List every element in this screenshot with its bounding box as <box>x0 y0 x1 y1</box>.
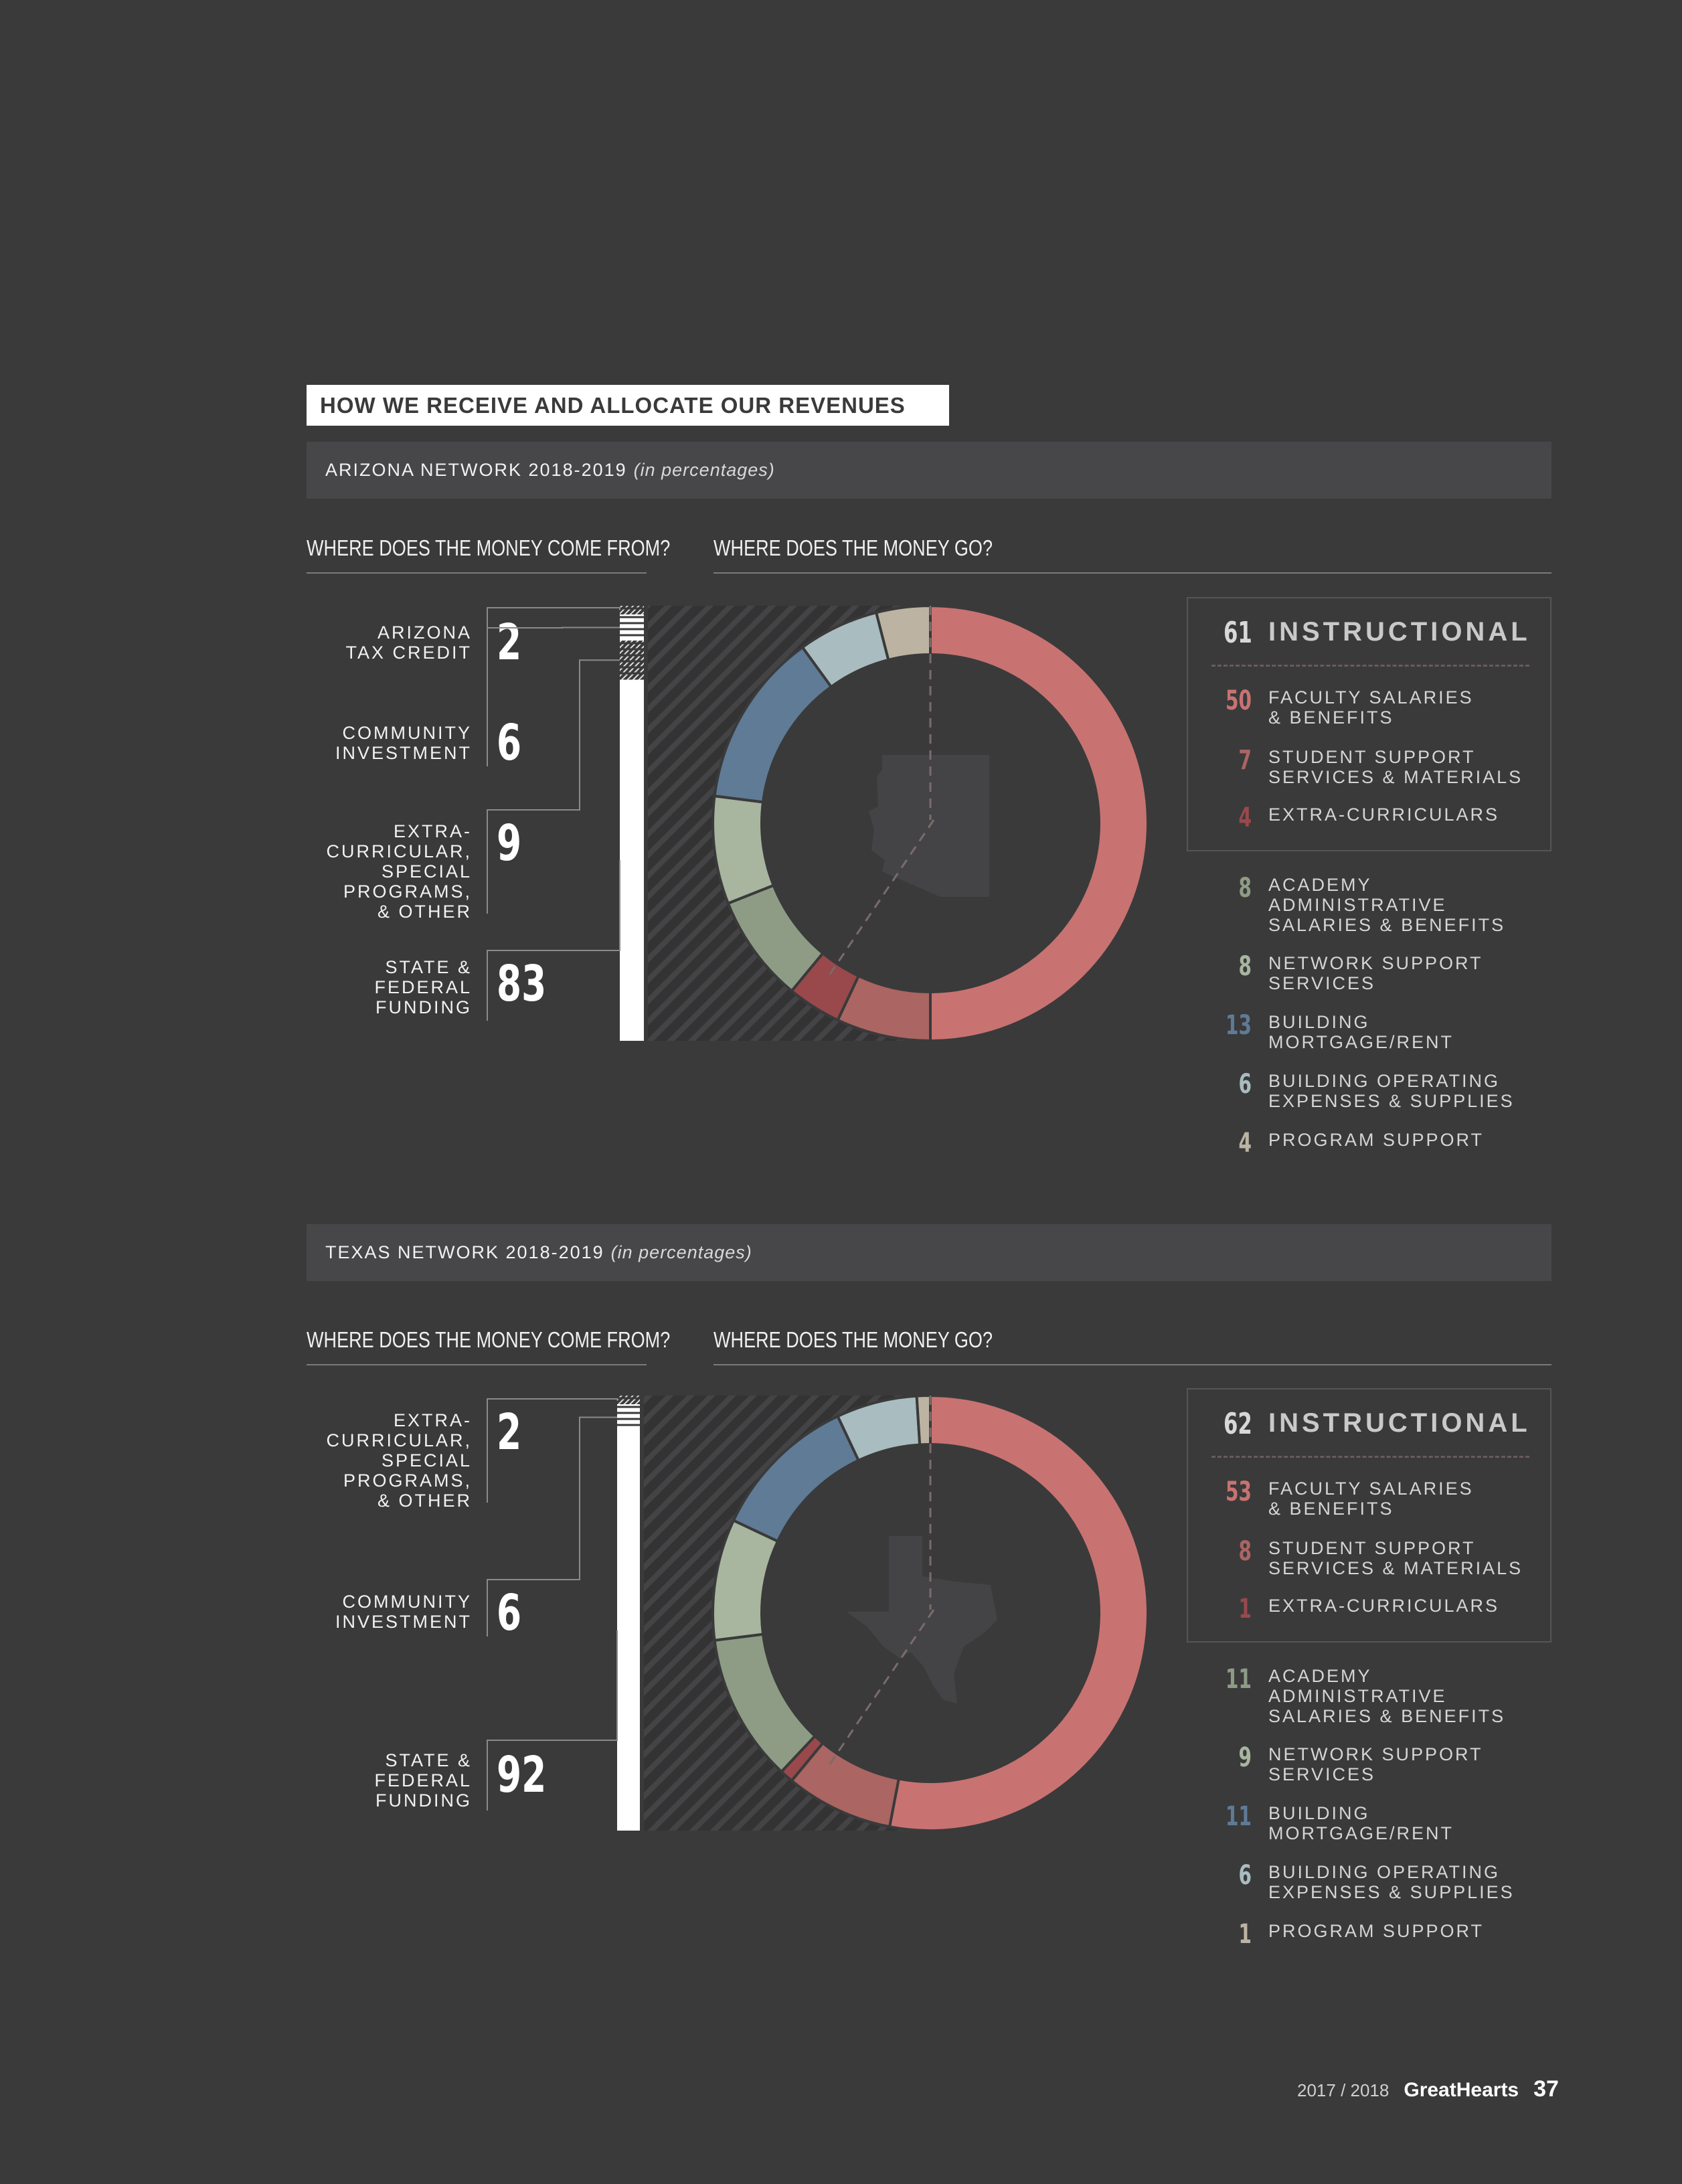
az-come-from-rule <box>307 572 647 574</box>
legend-label: BUILDING OPERATING EXPENSES & SUPPLIES <box>1268 1862 1515 1902</box>
arizona-heading-sub: (in percentages) <box>633 460 775 480</box>
az-source-label-0: ARIZONA TAX CREDIT <box>345 622 472 663</box>
arizona-source-bar-segment-3 <box>620 679 644 1041</box>
legend-value: 53 <box>1226 1477 1252 1507</box>
legend-value: 8 <box>1238 1536 1252 1567</box>
legend-value: 1 <box>1238 1594 1252 1624</box>
arizona-source-connector-2 <box>487 659 620 914</box>
legend-value: 4 <box>1238 1128 1252 1159</box>
tx-source-value-2: 92 <box>497 1746 547 1804</box>
legend-label: PROGRAM SUPPORT <box>1268 1130 1485 1150</box>
tx-source-label-0: EXTRA- CURRICULAR, SPECIAL PROGRAMS, & OTHER <box>326 1410 472 1511</box>
footer: 2017 / 2018 GreatHearts 37 <box>1297 2076 1559 2102</box>
legend-value: 6 <box>1238 1069 1252 1100</box>
tx-go-rule <box>713 1364 1551 1365</box>
az-source-value-2: 9 <box>497 815 522 872</box>
arizona-source-connector-0 <box>487 607 620 666</box>
arizona-heading: ARIZONA NETWORK 2018-2019 <box>325 460 627 480</box>
tx-go-question: WHERE DOES THE MONEY GO? <box>713 1327 993 1352</box>
az-source-value-0: 2 <box>497 614 522 671</box>
az-come-from-question: WHERE DOES THE MONEY COME FROM? <box>307 535 671 560</box>
legend-label: NETWORK SUPPORT SERVICES <box>1268 1744 1483 1784</box>
texas-heading-sub: (in percentages) <box>610 1242 752 1262</box>
tx-source-value-0: 2 <box>497 1404 522 1461</box>
legend-label: NETWORK SUPPORT SERVICES <box>1268 953 1483 993</box>
legend-label: BUILDING OPERATING EXPENSES & SUPPLIES <box>1268 1071 1515 1111</box>
arizona-hatch-panel <box>648 606 930 1041</box>
legend-value: 4 <box>1238 803 1252 833</box>
footer-year: 2017 / 2018 <box>1297 2080 1390 2100</box>
tx-come-from-question: WHERE DOES THE MONEY COME FROM? <box>307 1327 671 1352</box>
legend-label: ACADEMY ADMINISTRATIVE SALARIES & BENEFITS <box>1268 1666 1506 1726</box>
tx-source-value-1: 6 <box>497 1584 522 1642</box>
tx-instructional-label: INSTRUCTIONAL <box>1268 1408 1531 1438</box>
az-go-rule <box>713 572 1551 574</box>
legend-label: BUILDING MORTGAGE/RENT <box>1268 1803 1454 1843</box>
texas-section-heading: TEXAS NETWORK 2018-2019 (in percentages) <box>307 1224 1551 1281</box>
legend-label: FACULTY SALARIES & BENEFITS <box>1268 687 1474 728</box>
legend-label: STUDENT SUPPORT SERVICES & MATERIALS <box>1268 747 1523 787</box>
legend-label: EXTRA-CURRICULARS <box>1268 1596 1500 1616</box>
legend-value: 11 <box>1226 1664 1252 1695</box>
az-source-label-3: STATE & FEDERAL FUNDING <box>374 957 472 1017</box>
tx-instructional-box <box>1187 1388 1551 1643</box>
legend-value: 50 <box>1226 685 1252 716</box>
legend-value: 13 <box>1226 1010 1252 1041</box>
az-instructional-label: INSTRUCTIONAL <box>1268 617 1531 647</box>
tx-instructional-value: 62 <box>1224 1407 1252 1441</box>
legend-label: STUDENT SUPPORT SERVICES & MATERIALS <box>1268 1538 1523 1578</box>
arizona-section-heading: ARIZONA NETWORK 2018-2019 (in percentage… <box>307 442 1551 499</box>
legend-value: 1 <box>1238 1919 1252 1950</box>
tx-source-label-2: STATE & FEDERAL FUNDING <box>374 1750 472 1811</box>
texas-heading: TEXAS NETWORK 2018-2019 <box>325 1242 604 1262</box>
legend-label: BUILDING MORTGAGE/RENT <box>1268 1012 1454 1052</box>
footer-brand: GreatHearts <box>1404 2079 1519 2101</box>
arizona-source-bar-segment-0 <box>620 606 644 614</box>
arizona-source-connector-3 <box>487 860 620 1021</box>
tx-instructional-divider <box>1211 1456 1529 1458</box>
az-instructional-divider <box>1211 665 1529 667</box>
tx-source-label-1: COMMUNITY INVESTMENT <box>335 1592 472 1632</box>
az-source-label-1: COMMUNITY INVESTMENT <box>335 723 472 763</box>
arizona-source-connector-1 <box>487 626 620 766</box>
legend-label: ACADEMY ADMINISTRATIVE SALARIES & BENEFITS <box>1268 875 1506 935</box>
tx-come-from-rule <box>307 1364 647 1365</box>
legend-value: 8 <box>1238 873 1252 904</box>
az-source-label-2: EXTRA- CURRICULAR, SPECIAL PROGRAMS, & OTHER <box>326 821 472 922</box>
footer-page-number: 37 <box>1533 2076 1559 2102</box>
az-go-question: WHERE DOES THE MONEY GO? <box>713 535 993 560</box>
arizona-source-bar-segment-1 <box>620 614 644 641</box>
az-instructional-box <box>1187 597 1551 851</box>
legend-value: 6 <box>1238 1860 1252 1891</box>
az-instructional-value: 61 <box>1224 616 1252 650</box>
legend-label: FACULTY SALARIES & BENEFITS <box>1268 1479 1474 1519</box>
legend-label: PROGRAM SUPPORT <box>1268 1921 1485 1941</box>
legend-value: 9 <box>1238 1742 1252 1773</box>
arizona-donut-slice-0 <box>929 604 1149 1043</box>
legend-label: EXTRA-CURRICULARS <box>1268 805 1500 825</box>
az-source-value-1: 6 <box>497 714 522 772</box>
legend-value: 8 <box>1238 951 1252 982</box>
legend-value: 11 <box>1226 1801 1252 1832</box>
page-title: HOW WE RECEIVE AND ALLOCATE OUR REVENUES <box>307 385 949 426</box>
az-source-value-3: 83 <box>497 955 547 1013</box>
legend-value: 7 <box>1238 745 1252 776</box>
